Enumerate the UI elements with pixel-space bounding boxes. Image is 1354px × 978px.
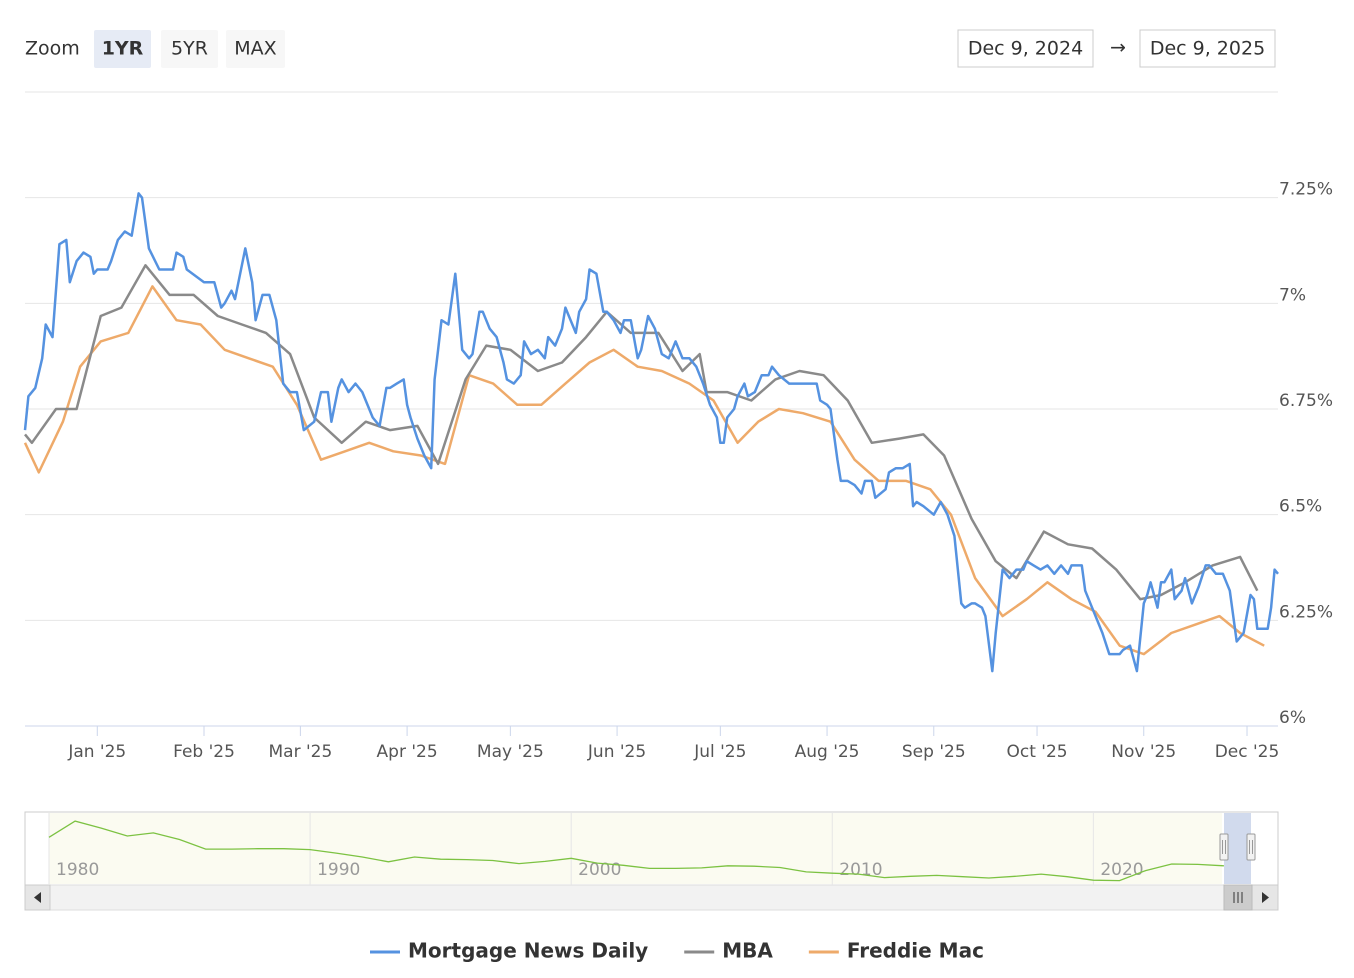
zoom-label: Zoom (25, 38, 80, 60)
date-to: Dec 9, 2025 (1150, 38, 1265, 60)
x-tick-label: Dec '25 (1215, 742, 1280, 762)
series-line (23, 285, 1265, 656)
x-tick-label: Mar '25 (268, 742, 332, 762)
navigator-line (48, 820, 1224, 882)
zoom-button-label: 1YR (102, 38, 144, 60)
scroll-thumb-grip (1233, 892, 1243, 903)
date-from-input[interactable] (957, 29, 1094, 68)
x-tick-label: Jul '25 (693, 742, 746, 762)
y-tick-label: 6.25% (1279, 602, 1333, 622)
navigator-tick-label: 2020 (1100, 860, 1143, 880)
x-tick-label: Aug '25 (795, 742, 860, 762)
series-line (23, 192, 1279, 673)
zoom-button-label: MAX (234, 38, 276, 60)
legend-item[interactable]: Mortgage News Daily (370, 939, 648, 963)
zoom-button[interactable] (94, 30, 151, 68)
y-tick-label: 6% (1279, 708, 1306, 728)
zoom-button[interactable] (161, 30, 218, 68)
x-tick-label: Jan '25 (67, 742, 126, 762)
legend-label: Freddie Mac (847, 939, 984, 963)
legend-item[interactable]: Freddie Mac (808, 939, 984, 963)
legend-label: Mortgage News Daily (408, 939, 648, 963)
legend-label: MBA (722, 939, 773, 963)
y-tick-label: 6.5% (1279, 497, 1322, 517)
zoom-button[interactable] (226, 30, 285, 68)
scroll-left-arrow (34, 892, 41, 903)
scrollbar-track[interactable] (24, 884, 1279, 911)
navigator-tick-label: 2000 (578, 860, 621, 880)
navigator-handle-grip (1222, 840, 1226, 854)
x-tick-label: Nov '25 (1111, 742, 1176, 762)
x-tick-label: Feb '25 (173, 742, 235, 762)
navigator-handle[interactable] (1219, 833, 1229, 861)
date-to-input[interactable] (1139, 29, 1276, 68)
x-tick-label: Oct '25 (1006, 742, 1067, 762)
scroll-right-arrow (1262, 892, 1269, 903)
date-from: Dec 9, 2024 (968, 38, 1083, 60)
zoom-button-label: 5YR (171, 38, 208, 60)
y-tick-label: 6.75% (1279, 391, 1333, 411)
y-tick-label: 7% (1279, 285, 1306, 305)
x-tick-label: Jun '25 (587, 742, 646, 762)
x-tick-label: May '25 (477, 742, 544, 762)
legend-item[interactable]: MBA (684, 939, 773, 963)
x-tick-label: Apr '25 (377, 742, 438, 762)
navigator-handle-grip (1249, 840, 1253, 854)
series-line (24, 264, 1259, 601)
x-tick-label: Sep '25 (902, 742, 966, 762)
navigator-tick-label: 1980 (56, 860, 99, 880)
y-tick-label: 7.25% (1279, 180, 1333, 200)
navigator-handle[interactable] (1246, 833, 1256, 861)
navigator-tick-label: 2010 (839, 860, 882, 880)
date-arrow: → (1110, 37, 1126, 59)
legend: Mortgage News Daily MBA Freddie Mac (370, 939, 984, 963)
navigator-tick-label: 1990 (317, 860, 360, 880)
grid (25, 91, 1278, 727)
